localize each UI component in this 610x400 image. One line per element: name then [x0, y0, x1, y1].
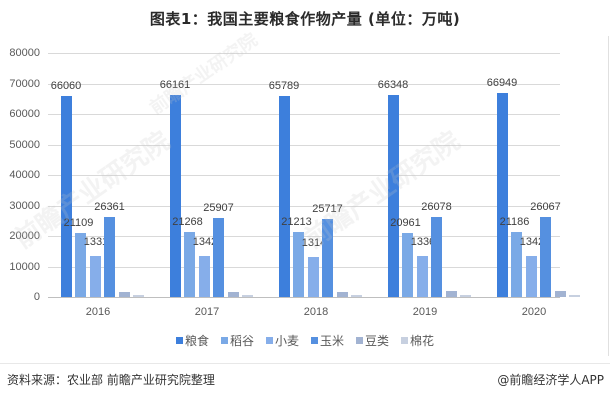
credit-note: @前瞻经济学人APP: [497, 373, 604, 387]
legend-swatch-icon: [220, 337, 228, 344]
bar-玉米-2018: [322, 218, 333, 297]
y-tick-label: 80000: [9, 47, 40, 59]
data-label: 26361: [94, 200, 125, 213]
legend-label: 棉花: [410, 334, 435, 348]
data-label: 66161: [159, 79, 191, 92]
gridline: [48, 144, 560, 146]
legend-swatch-icon: [311, 337, 318, 344]
bar-玉米-2019: [431, 217, 442, 297]
bar-棉花-2018: [351, 295, 362, 297]
x-tick-label: 2016: [85, 306, 111, 318]
y-tick-label: 0: [33, 291, 40, 303]
gridline: [48, 53, 560, 54]
data-label: 21268: [172, 216, 203, 229]
bar-小麦-2018: [307, 256, 319, 297]
legend-label: 玉米: [320, 334, 345, 348]
bar-粮食-2018: [278, 96, 290, 297]
legend-label: 粮食: [184, 334, 209, 348]
x-tick-label: 2018: [303, 306, 329, 318]
gridline: [48, 236, 560, 237]
data-label: 65789: [268, 80, 300, 93]
bar-小麦-2019: [416, 256, 428, 297]
y-tick-label: 30000: [9, 199, 40, 212]
gridline: [48, 205, 560, 207]
bar-玉米-2020: [540, 217, 551, 297]
data-label: 26078: [421, 201, 452, 214]
bar-棉花-2020: [569, 295, 580, 297]
bar-豆类-2018: [336, 291, 348, 297]
x-axis-line: [48, 297, 560, 298]
bar-玉米-2017: [213, 217, 224, 297]
bar-小麦-2020: [525, 256, 537, 297]
legend-item: 棉花: [401, 332, 434, 349]
bar-稻谷-2019: [402, 233, 413, 297]
chart-title: 图表1：我国主要粮食作物产量 (单位：万吨): [149, 10, 461, 28]
bar-棉花-2017: [242, 295, 253, 297]
data-label: 21213: [281, 216, 312, 229]
x-tick-label: 2020: [521, 306, 547, 318]
data-label: 66348: [377, 78, 409, 91]
bar-棉花-2019: [460, 295, 471, 297]
y-tick-label: 60000: [9, 108, 40, 120]
bar-稻谷-2018: [293, 232, 304, 297]
legend-item: 豆类: [356, 332, 389, 349]
bar-粮食-2017: [169, 95, 181, 297]
y-tick-label: 20000: [9, 230, 40, 242]
gridline: [48, 266, 560, 268]
bar-小麦-2016: [89, 256, 101, 297]
legend-swatch-icon: [265, 337, 273, 344]
bar-粮食-2020: [496, 92, 508, 297]
legend-swatch-icon: [175, 337, 183, 344]
y-tick-label: 70000: [9, 77, 40, 90]
bar-稻谷-2020: [511, 232, 522, 297]
legend-item: 玉米: [311, 332, 344, 349]
source-note: 资料来源：农业部 前瞻产业研究院整理: [7, 373, 215, 387]
y-tick-label: 40000: [9, 169, 40, 181]
bar-豆类-2019: [445, 291, 457, 297]
footer-divider: [0, 363, 610, 364]
legend-item: 小麦: [265, 332, 299, 349]
bar-豆类-2020: [554, 291, 566, 297]
data-label: 25717: [312, 202, 343, 215]
bar-稻谷-2016: [75, 232, 86, 297]
legend-label: 稻谷: [229, 334, 254, 348]
legend-label: 豆类: [365, 334, 390, 348]
chart-frame: [0, 36, 609, 356]
bar-豆类-2016: [118, 292, 130, 297]
data-label: 66949: [486, 76, 518, 89]
legend-item: 粮食: [175, 332, 209, 349]
bar-玉米-2016: [104, 216, 115, 297]
data-label: 21186: [499, 216, 530, 229]
legend-label: 小麦: [274, 334, 299, 348]
bar-粮食-2016: [60, 95, 72, 297]
bar-稻谷-2017: [184, 232, 195, 297]
data-label: 25907: [203, 201, 234, 214]
gridline: [48, 83, 560, 85]
gridline: [48, 114, 560, 115]
x-tick-label: 2017: [194, 306, 220, 318]
legend-swatch-icon: [401, 337, 409, 344]
data-label: 66060: [50, 79, 82, 92]
x-tick-label: 2019: [412, 306, 438, 318]
legend: 粮食 稻谷 小麦 玉米 豆类 棉花: [0, 332, 610, 349]
data-label: 21109: [63, 216, 94, 229]
legend-item: 稻谷: [220, 332, 254, 349]
data-label: 26067: [530, 201, 561, 214]
bar-粮食-2019: [387, 94, 399, 297]
bar-豆类-2017: [227, 291, 239, 297]
bar-棉花-2016: [133, 295, 144, 297]
bar-小麦-2017: [198, 256, 210, 297]
legend-swatch-icon: [356, 337, 364, 344]
y-tick-label: 50000: [9, 138, 40, 151]
gridline: [48, 175, 560, 176]
data-label: 20961: [390, 217, 421, 230]
y-tick-label: 10000: [9, 260, 40, 273]
